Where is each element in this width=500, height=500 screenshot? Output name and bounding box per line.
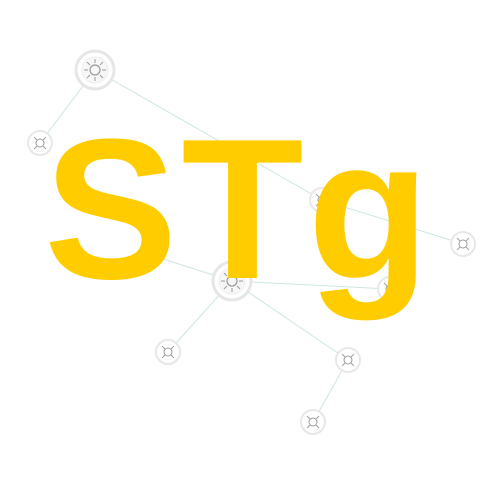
network-edge [321,199,464,245]
star-node-icon [450,231,476,257]
star-node-icon [335,347,361,373]
star-node-icon [300,409,326,435]
star-node-icon [155,339,181,365]
network-edge [231,280,349,361]
star-node-icon [74,49,116,91]
network-edge [231,280,391,290]
logo-wordmark: STg [44,98,434,321]
network-edge [94,69,323,201]
